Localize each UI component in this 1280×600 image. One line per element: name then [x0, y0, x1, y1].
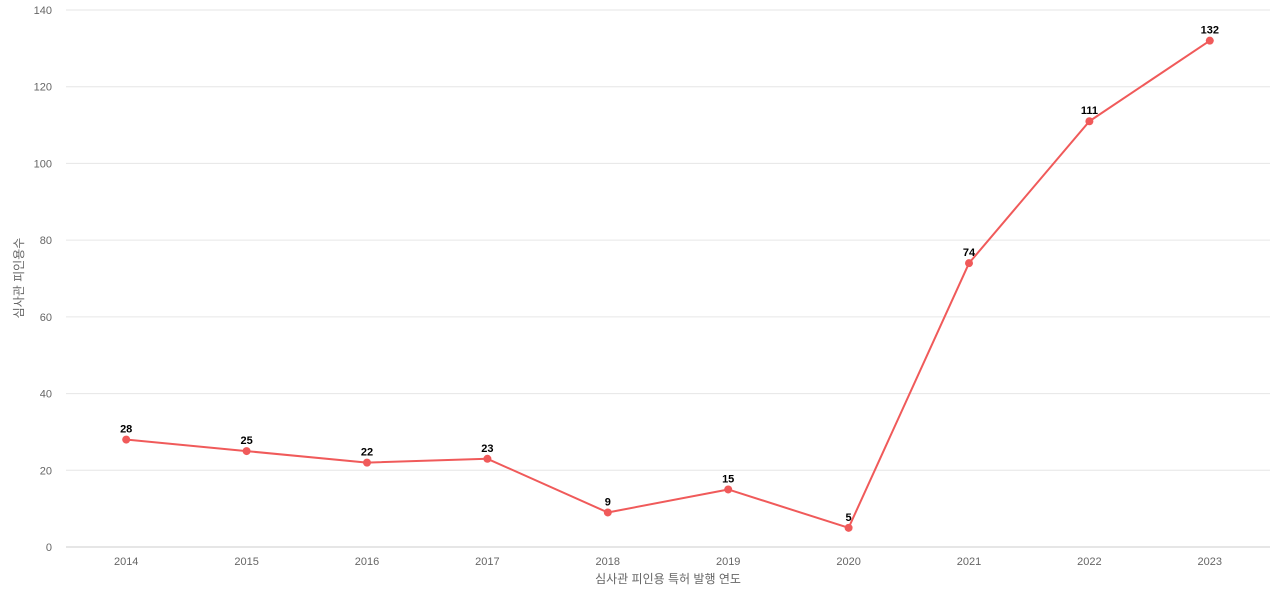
data-point-2014: [122, 435, 131, 444]
y-axis-ticks: 0 20 40 60 80 100 120 140: [34, 5, 52, 554]
y-tick-label-80: 80: [40, 235, 52, 247]
data-point-2022: [1085, 117, 1094, 126]
data-label-2021: 74: [963, 247, 976, 259]
data-point-2017: [483, 454, 492, 463]
data-label-2016: 22: [361, 447, 373, 459]
data-label-2019: 15: [722, 473, 734, 485]
x-tick-label-2019: 2019: [716, 556, 740, 568]
data-label-2020: 5: [846, 512, 852, 524]
x-tick-label-2023: 2023: [1198, 556, 1222, 568]
x-tick-label-2022: 2022: [1077, 556, 1101, 568]
y-tick-label-20: 20: [40, 465, 52, 477]
y-tick-label-40: 40: [40, 389, 52, 401]
y-axis-title: 심사관 피인용수: [12, 238, 26, 319]
data-label-2017: 23: [481, 443, 493, 455]
y-tick-label-140: 140: [34, 5, 52, 17]
y-tick-label-0: 0: [46, 542, 52, 554]
series-layer: [122, 36, 1214, 532]
data-label-2015: 25: [240, 435, 252, 447]
series-line-0: [125, 39, 1211, 529]
data-label-2014: 28: [120, 424, 132, 436]
x-tick-label-2014: 2014: [114, 556, 138, 568]
x-tick-label-2017: 2017: [475, 556, 499, 568]
data-label-2022: 111: [1081, 105, 1098, 117]
data-point-2021: [965, 259, 973, 268]
data-labels-layer: 28 25 22 23 9 15 5 74 111 132: [120, 25, 1219, 524]
x-tick-label-2021: 2021: [957, 556, 981, 568]
x-axis-ticks: 2014 2015 2016 2017 2018 2019 2020 2021 2022 2023: [114, 556, 1222, 568]
y-tick-label-100: 100: [34, 158, 52, 170]
data-point-2023: [1205, 36, 1214, 45]
y-tick-label-60: 60: [40, 312, 52, 324]
data-point-2019: [724, 485, 733, 494]
grid-layer: [66, 9, 1270, 548]
data-point-2016: [363, 458, 371, 467]
data-point-2020: [844, 523, 853, 532]
data-point-2018: [603, 508, 612, 517]
x-axis-title: 심사관 피인용 특허 발행 연도: [595, 571, 741, 586]
x-tick-label-2015: 2015: [234, 556, 258, 568]
x-tick-label-2018: 2018: [596, 556, 620, 568]
x-tick-label-2020: 2020: [836, 556, 860, 568]
x-tick-label-2016: 2016: [355, 556, 379, 568]
data-point-2015: [242, 447, 251, 456]
data-label-2023: 132: [1201, 25, 1219, 37]
data-label-2018: 9: [605, 496, 611, 508]
y-tick-label-120: 120: [34, 82, 52, 94]
